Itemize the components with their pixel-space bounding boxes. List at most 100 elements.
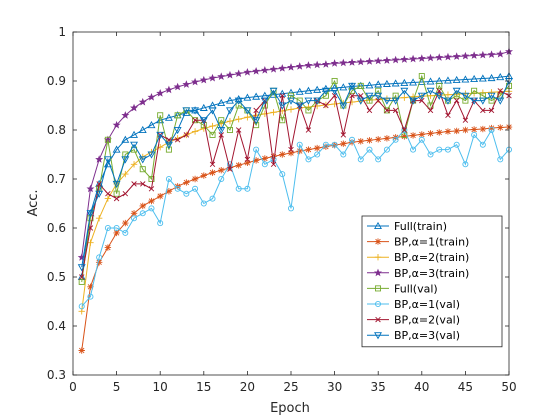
series-point-star — [225, 70, 234, 79]
series-point-circle — [322, 141, 329, 148]
series-point-asterisk — [95, 259, 103, 266]
series-point-triangle-down — [339, 102, 348, 110]
series-point-plus — [95, 215, 103, 222]
series-point-plus — [270, 109, 277, 116]
series-point-x — [462, 117, 469, 123]
series-point-triangle-down — [86, 210, 95, 218]
series-point-star — [278, 64, 287, 72]
series-point-x — [384, 107, 390, 114]
series-point-triangle-up — [130, 130, 139, 138]
series-point-triangle-down — [278, 102, 287, 110]
series-point-x — [488, 107, 495, 114]
y-tick-label: 0.5 — [47, 270, 66, 284]
series-point-plus — [374, 254, 382, 261]
series-point-triangle-up — [138, 125, 147, 134]
series-point-x — [113, 195, 120, 202]
series-point-x — [349, 92, 355, 99]
series-point-triangle-up — [199, 103, 208, 111]
series-point-plus — [305, 103, 312, 111]
series-point-circle — [131, 215, 138, 222]
series-point-star — [374, 56, 383, 65]
series-point-x — [227, 166, 233, 172]
legend-label: BP,α=1(train) — [394, 236, 469, 249]
legend-item: BP,α=3(val) — [367, 329, 460, 342]
series-point-x — [323, 102, 329, 109]
series-point-square — [78, 278, 85, 285]
series-point-asterisk — [313, 144, 321, 152]
legend-label: Full(train) — [394, 220, 447, 233]
series-point-circle — [148, 205, 155, 212]
series-point-star — [496, 49, 505, 58]
series-point-x — [453, 97, 460, 104]
series-point-star — [426, 53, 435, 62]
series-point-triangle-down — [147, 151, 156, 159]
series-point-circle — [226, 161, 233, 168]
series-point-asterisk — [78, 347, 85, 354]
x-axis-label: Epoch — [270, 401, 310, 416]
series-point-star — [365, 57, 374, 65]
series-point-x — [445, 112, 451, 119]
legend-item: BP,α=3(train) — [367, 267, 469, 280]
series-point-x — [419, 97, 425, 104]
series-point-triangle-down — [225, 107, 234, 115]
series-point-asterisk — [218, 166, 225, 174]
series-point-circle — [462, 161, 469, 168]
series-point-x — [192, 117, 198, 123]
series-point-triangle-up — [452, 75, 461, 84]
series-point-triangle-down — [130, 141, 139, 149]
series-point-square — [218, 117, 225, 124]
series-point-triangle-up — [443, 76, 452, 84]
series-point-triangle-down — [217, 126, 226, 135]
series-point-asterisk — [418, 131, 425, 138]
series-line — [81, 89, 510, 278]
series-point-circle — [374, 300, 382, 308]
series-point-triangle-up — [164, 113, 173, 121]
series-point-x — [497, 88, 503, 94]
series-point-triangle-down — [191, 107, 200, 115]
plot-area — [77, 47, 513, 354]
series-point-triangle-down — [252, 117, 261, 125]
series-point-asterisk — [279, 151, 286, 158]
series-point-triangle-up — [470, 74, 479, 83]
series-point-x — [174, 137, 181, 143]
series-point-asterisk — [462, 126, 469, 134]
series-point-square — [104, 136, 111, 143]
series-point-plus — [287, 106, 295, 113]
series-point-circle — [200, 200, 207, 207]
series-point-square — [139, 166, 146, 173]
series-point-triangle-down — [103, 156, 112, 164]
series-point-star — [435, 53, 444, 61]
series-point-triangle-down — [435, 92, 444, 100]
series-point-triangle-down — [112, 180, 121, 189]
series-point-plus — [409, 93, 417, 100]
series-point-x — [375, 97, 381, 104]
series-point-triangle-up — [252, 92, 261, 100]
series-point-square — [157, 112, 164, 119]
series-point-asterisk — [357, 138, 364, 145]
legend-item: BP,α=1(val) — [367, 298, 460, 311]
series-point-x — [270, 161, 277, 168]
series-point-plus — [401, 94, 408, 101]
series-point-triangle-down — [295, 102, 304, 110]
series-point-circle — [418, 136, 425, 143]
series-point-triangle-up — [234, 95, 243, 103]
series-point-triangle-up — [121, 135, 130, 143]
x-tick-label: 30 — [327, 380, 342, 394]
axes: 0 5 10 15 20 25 30 35 40 45 50 0.3 0.4 0.5 0.6 0.7 0.8 0.… — [47, 25, 517, 394]
series-point-circle — [279, 171, 286, 178]
series-point-plus — [104, 195, 112, 202]
series-point-circle — [436, 146, 443, 153]
series-point-circle — [235, 185, 242, 192]
x-tick-label: 20 — [240, 380, 255, 394]
legend-item: BP,α=1(train) — [367, 236, 469, 249]
series-point-asterisk — [383, 135, 391, 142]
series-point-star — [321, 60, 330, 68]
series-point-circle — [488, 126, 495, 134]
legend-item: Full(val) — [367, 282, 438, 295]
series-2 — [78, 123, 513, 354]
series-point-triangle-down — [287, 97, 295, 105]
series-point-triangle-up — [112, 145, 121, 153]
series-point-star — [417, 54, 426, 62]
series-point-circle — [497, 156, 504, 163]
